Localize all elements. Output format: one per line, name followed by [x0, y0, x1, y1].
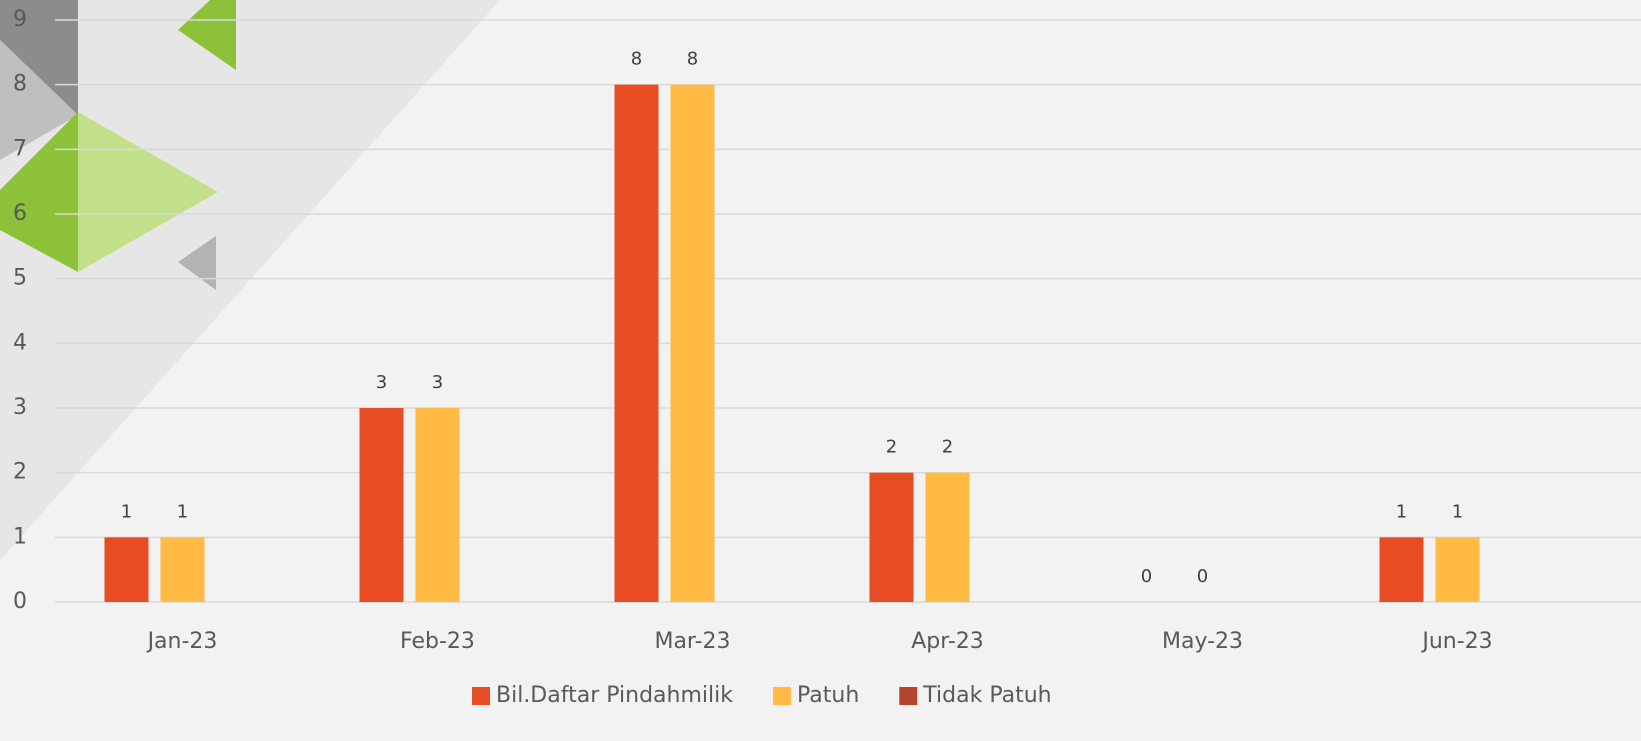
y-tick-label: 1: [13, 524, 27, 549]
value-label: 8: [631, 49, 642, 70]
y-tick-label: 2: [13, 460, 27, 485]
legend-label: Tidak Patuh: [922, 683, 1051, 708]
bar: [1379, 537, 1424, 602]
value-label: 0: [1197, 566, 1208, 587]
value-label: 2: [886, 437, 897, 458]
legend-label: Bil.Daftar Pindahmilik: [496, 683, 733, 708]
y-tick-label: 4: [13, 330, 27, 355]
x-tick-label: Jun-23: [1420, 629, 1492, 654]
bar: [104, 537, 149, 602]
y-tick-label: 5: [13, 266, 27, 291]
decor-gray: [0, 0, 78, 115]
legend-swatch: [472, 687, 490, 705]
y-tick-label: 9: [13, 7, 27, 32]
x-tick-label: Mar-23: [654, 629, 730, 654]
x-tick-label: Feb-23: [400, 629, 475, 654]
y-tick-label: 7: [13, 136, 27, 161]
legend-swatch: [772, 687, 791, 705]
legend-label: Patuh: [797, 683, 859, 708]
y-tick-label: 6: [13, 201, 27, 226]
value-label: 1: [1452, 501, 1463, 522]
decor-light-gray: [0, 40, 78, 160]
value-label: 0: [1141, 566, 1152, 587]
bar: [359, 408, 404, 602]
x-tick-label: May-23: [1162, 629, 1243, 654]
y-tick-label: 8: [13, 72, 27, 97]
decor-green: [0, 112, 78, 272]
bar: [670, 84, 715, 602]
y-tick-label: 0: [13, 589, 27, 614]
value-label: 1: [177, 501, 188, 522]
decor-gray-small: [178, 236, 216, 290]
x-tick-label: Jan-23: [146, 629, 218, 654]
bar: [415, 408, 460, 602]
y-tick-label: 3: [13, 395, 27, 420]
decor-green-small: [178, 0, 236, 70]
value-label: 3: [432, 372, 443, 393]
bar: [1435, 537, 1480, 602]
value-label: 1: [1396, 501, 1407, 522]
value-label: 1: [121, 501, 132, 522]
value-label: 2: [942, 437, 953, 458]
x-tick-label: Apr-23: [911, 629, 984, 654]
decor-light-green: [78, 112, 218, 272]
bar: [160, 537, 205, 602]
bar: [925, 472, 970, 602]
bar: [869, 472, 914, 602]
value-label: 8: [687, 49, 698, 70]
bar: [614, 84, 659, 602]
legend-swatch: [899, 687, 918, 705]
value-label: 3: [376, 372, 387, 393]
